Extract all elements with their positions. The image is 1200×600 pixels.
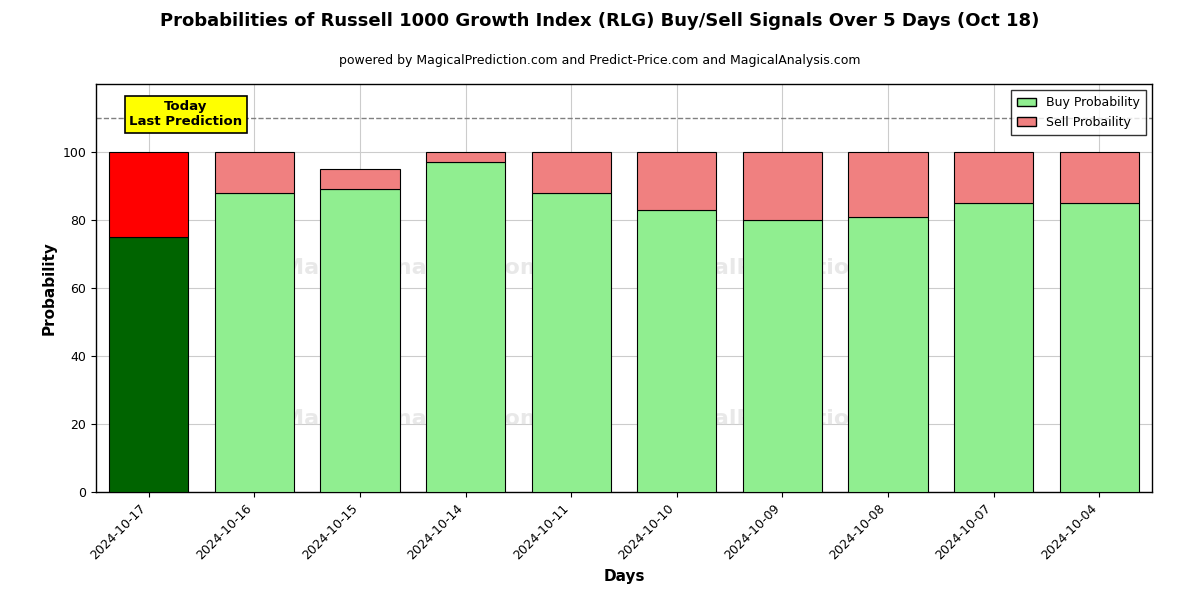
Bar bbox=[532, 193, 611, 492]
Bar bbox=[426, 152, 505, 162]
Bar bbox=[954, 152, 1033, 203]
Bar bbox=[1060, 203, 1139, 492]
Bar bbox=[637, 210, 716, 492]
Bar bbox=[109, 152, 188, 237]
Text: MagicalPrediction.com: MagicalPrediction.com bbox=[640, 257, 925, 278]
Bar bbox=[954, 203, 1033, 492]
Bar bbox=[1060, 152, 1139, 203]
Bar bbox=[848, 217, 928, 492]
Text: powered by MagicalPrediction.com and Predict-Price.com and MagicalAnalysis.com: powered by MagicalPrediction.com and Pre… bbox=[340, 54, 860, 67]
Text: Probabilities of Russell 1000 Growth Index (RLG) Buy/Sell Signals Over 5 Days (O: Probabilities of Russell 1000 Growth Ind… bbox=[161, 12, 1039, 30]
Y-axis label: Probability: Probability bbox=[42, 241, 56, 335]
Bar bbox=[637, 152, 716, 210]
Bar bbox=[848, 152, 928, 217]
Text: MagicalAnalysis.com: MagicalAnalysis.com bbox=[282, 257, 544, 278]
Bar bbox=[532, 152, 611, 193]
Bar bbox=[743, 152, 822, 220]
Bar bbox=[320, 190, 400, 492]
Text: Today
Last Prediction: Today Last Prediction bbox=[130, 100, 242, 128]
Bar bbox=[215, 152, 294, 193]
Text: MagicalAnalysis.com: MagicalAnalysis.com bbox=[282, 409, 544, 428]
Legend: Buy Probability, Sell Probaility: Buy Probability, Sell Probaility bbox=[1010, 90, 1146, 135]
Bar bbox=[109, 237, 188, 492]
Text: MagicalPrediction.com: MagicalPrediction.com bbox=[640, 409, 925, 428]
X-axis label: Days: Days bbox=[604, 569, 644, 584]
Bar bbox=[743, 220, 822, 492]
Bar bbox=[320, 169, 400, 190]
Bar bbox=[426, 162, 505, 492]
Bar bbox=[215, 193, 294, 492]
